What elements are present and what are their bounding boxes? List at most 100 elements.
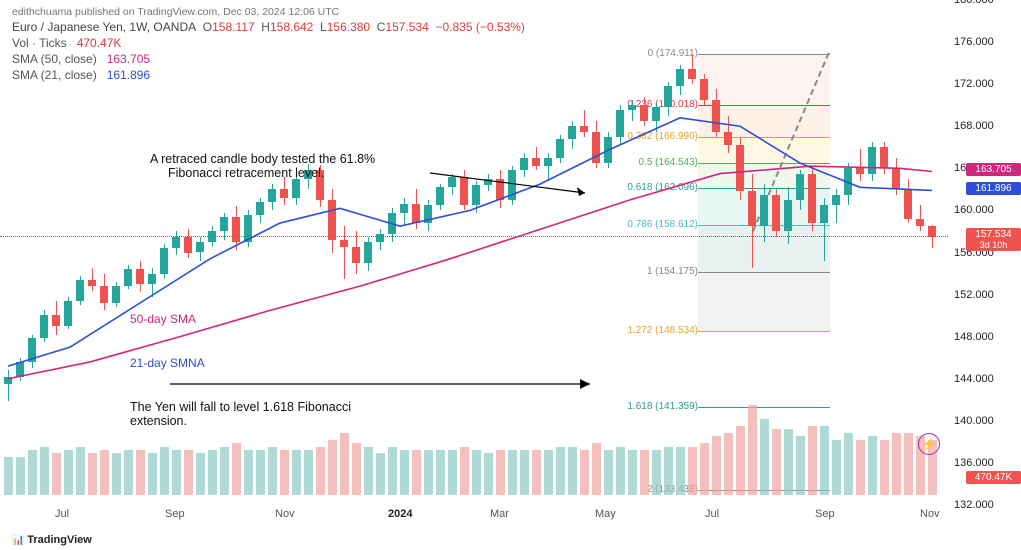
fib-label: 0.5 (164.543) xyxy=(613,157,698,168)
volume-bar xyxy=(868,436,877,495)
x-tick: Sep xyxy=(815,508,835,520)
volume-bar xyxy=(580,450,589,495)
fib-label: 0.618 (162.096) xyxy=(613,182,698,193)
y-tick: 168.000 xyxy=(954,120,994,132)
volume-bar xyxy=(232,443,241,495)
volume-bar xyxy=(628,450,637,495)
volume-bar xyxy=(52,453,61,495)
x-tick: Jul xyxy=(705,508,719,520)
x-tick: 2024 xyxy=(388,508,412,520)
volume-bar xyxy=(664,447,673,495)
volume-bar xyxy=(616,447,625,495)
volume-bar xyxy=(64,450,73,495)
volume-bar xyxy=(796,436,805,495)
annotation-arrow-1 xyxy=(430,163,600,203)
volume-bar xyxy=(772,429,781,495)
volume-bar xyxy=(364,447,373,495)
volume-bar xyxy=(244,450,253,495)
volume-bar xyxy=(892,433,901,495)
plot-area[interactable]: 0 (174.911)0.236 (170.018)0.382 (166.990… xyxy=(0,0,948,505)
volume-bar xyxy=(556,447,565,495)
fib-line xyxy=(698,137,830,138)
volume-bar xyxy=(400,450,409,495)
volume-bar xyxy=(304,450,313,495)
volume-bar xyxy=(256,450,265,495)
volume-bar xyxy=(292,450,301,495)
volume-bar xyxy=(904,433,913,495)
volume-bar xyxy=(100,450,109,495)
volume-bar xyxy=(172,450,181,495)
x-axis: JulSepNov2024MarMayJulSepNov xyxy=(0,506,948,526)
volume-bar xyxy=(724,433,733,495)
annotation-fib-test: A retraced candle body tested the 61.8% … xyxy=(150,152,375,180)
tradingview-logo: TradingView xyxy=(12,534,92,546)
y-tick: 172.000 xyxy=(954,78,994,90)
volume-bar xyxy=(208,450,217,495)
volume-bar xyxy=(76,447,85,495)
volume-bar xyxy=(736,426,745,495)
y-tick: 180.000 xyxy=(954,0,994,6)
volume-bar xyxy=(148,453,157,495)
fib-line xyxy=(698,331,830,332)
volume-bar xyxy=(856,440,865,495)
x-tick: Jul xyxy=(55,508,69,520)
sma21-legend: 21-day SMNA xyxy=(130,356,205,370)
fib-label: 1.618 (141.359) xyxy=(613,401,698,412)
volume-bar xyxy=(676,447,685,495)
volume-bar xyxy=(448,450,457,495)
volume-bar xyxy=(436,450,445,495)
volume-bar xyxy=(124,450,133,495)
fib-zone xyxy=(698,137,830,163)
volume-bar xyxy=(652,450,661,495)
volume-bar xyxy=(340,433,349,495)
bolt-icon[interactable]: ⚡ xyxy=(918,433,940,455)
volume-bar xyxy=(316,447,325,495)
volume-bar xyxy=(88,453,97,495)
volume-bar xyxy=(760,419,769,495)
volume-bar xyxy=(16,457,25,495)
volume-bar xyxy=(568,447,577,495)
volume-bar xyxy=(136,450,145,495)
volume-bar xyxy=(784,429,793,495)
volume-bar xyxy=(160,447,169,495)
fib-label: 0.382 (166.990) xyxy=(613,131,698,142)
current-price-line xyxy=(0,236,948,237)
volume-bar xyxy=(184,450,193,495)
annotation-arrow-2 xyxy=(170,372,600,397)
volume-bar xyxy=(700,443,709,495)
volume-bar xyxy=(844,433,853,495)
volume-bar xyxy=(712,436,721,495)
tv-icon xyxy=(12,534,27,546)
volume-bar xyxy=(808,426,817,495)
fib-line xyxy=(698,407,830,408)
volume-bar xyxy=(532,450,541,495)
sma50-legend: 50-day SMA xyxy=(130,312,196,326)
chart-area[interactable]: edithchuama published on TradingView.com… xyxy=(0,0,948,505)
volume-bar xyxy=(640,450,649,495)
volume-bar xyxy=(508,450,517,495)
price-badge: 161.896 xyxy=(966,182,1021,195)
volume-bar xyxy=(112,453,121,495)
volume-bar xyxy=(268,447,277,495)
y-tick: 160.000 xyxy=(954,204,994,216)
volume-bar xyxy=(388,447,397,495)
y-tick: 176.000 xyxy=(954,36,994,48)
x-tick: May xyxy=(595,508,616,520)
fib-line xyxy=(698,272,830,273)
y-tick: 144.000 xyxy=(954,373,994,385)
volume-bar xyxy=(28,450,37,495)
fib-label: 0 (174.911) xyxy=(613,48,698,59)
volume-bar xyxy=(820,426,829,495)
y-tick: 152.000 xyxy=(954,289,994,301)
x-tick: Sep xyxy=(165,508,185,520)
y-tick: 148.000 xyxy=(954,331,994,343)
price-badge: 470.47K xyxy=(966,471,1021,484)
volume-bar xyxy=(460,447,469,495)
volume-bar xyxy=(484,453,493,495)
y-tick: 140.000 xyxy=(954,415,994,427)
volume-bar xyxy=(328,440,337,495)
volume-bar xyxy=(412,450,421,495)
volume-bar xyxy=(424,450,433,495)
volume-bar xyxy=(472,450,481,495)
x-tick: Nov xyxy=(920,508,940,520)
